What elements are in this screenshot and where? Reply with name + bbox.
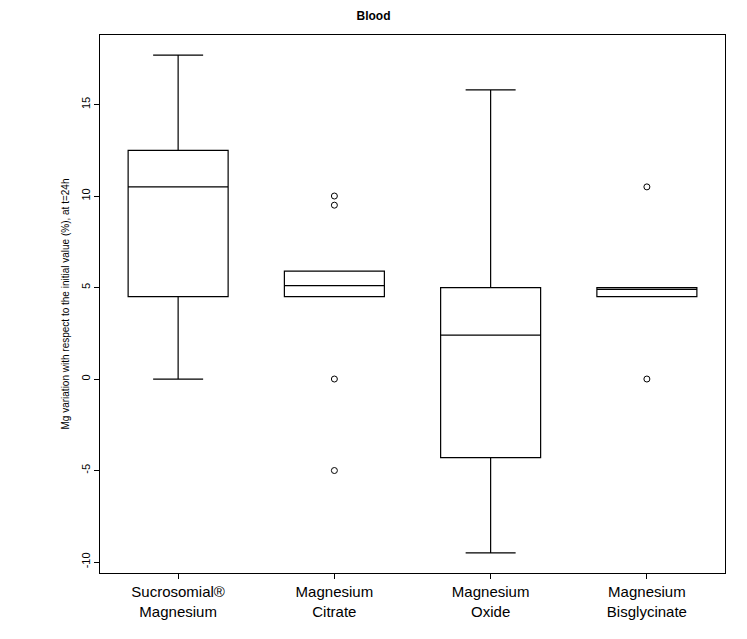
svg-text:MagnesiumCitrate: MagnesiumCitrate (296, 583, 374, 620)
svg-text:0: 0 (80, 374, 92, 380)
svg-text:5: 5 (80, 283, 92, 289)
svg-text:Blood: Blood (357, 9, 391, 23)
svg-text:MagnesiumOxide: MagnesiumOxide (452, 583, 530, 620)
svg-text:15: 15 (80, 97, 92, 109)
svg-text:-10: -10 (80, 552, 92, 568)
svg-text:Sucrosomial®Magnesium: Sucrosomial®Magnesium (131, 583, 225, 620)
svg-text:-5: -5 (80, 464, 92, 474)
svg-text:Mg variation with respect to t: Mg variation with respect to the initial… (60, 179, 71, 430)
svg-text:MagnesiumBisglycinate: MagnesiumBisglycinate (607, 583, 687, 620)
svg-text:10: 10 (80, 188, 92, 200)
